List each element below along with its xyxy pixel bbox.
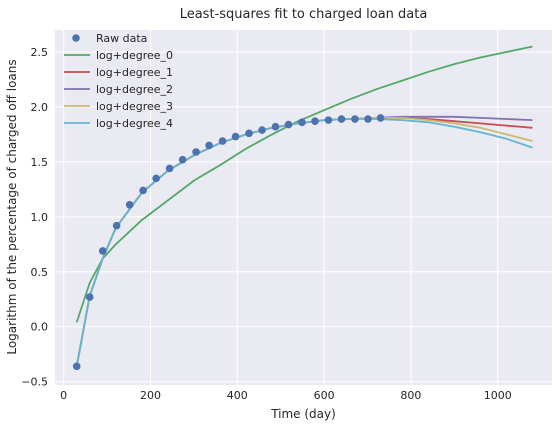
x-tick-label: 600 <box>314 389 335 402</box>
raw-data-point <box>324 116 333 124</box>
x-tick-label: 400 <box>227 389 248 402</box>
raw-data-point <box>258 126 266 134</box>
y-tick-label: 2.0 <box>31 101 49 114</box>
raw-data-point <box>112 221 121 230</box>
raw-data-point <box>72 362 81 371</box>
legend-label: log+degree_0 <box>96 49 173 62</box>
raw-data-point <box>376 114 385 122</box>
raw-data-points <box>72 114 385 371</box>
raw-data-point <box>245 129 253 138</box>
legend-label: log+degree_4 <box>96 117 173 130</box>
legend-label: Raw data <box>96 32 147 45</box>
x-axis-ticks: 0 200 400 600 800 1000 <box>60 389 512 402</box>
x-tick-label: 1000 <box>484 389 512 402</box>
raw-data-point <box>364 115 372 123</box>
legend-label: log+degree_2 <box>96 83 173 96</box>
legend-label: log+degree_3 <box>96 100 173 113</box>
y-tick-label: 2.5 <box>31 46 49 59</box>
series-line-log+degree_0 <box>75 45 533 323</box>
raw-data-point <box>165 164 174 173</box>
legend: Raw data log+degree_0 log+degree_1 log+degr… <box>64 32 173 130</box>
x-tick-label: 800 <box>400 389 421 402</box>
raw-data-point <box>205 141 213 150</box>
x-axis-label: Time (day) <box>270 407 336 421</box>
raw-data-point <box>231 132 240 141</box>
raw-data-point <box>337 115 346 123</box>
y-tick-label: −0.5 <box>21 376 48 389</box>
x-tick-label: 0 <box>60 389 67 402</box>
raw-data-point <box>178 155 187 164</box>
x-tick-label: 200 <box>140 389 161 402</box>
grid <box>55 30 552 385</box>
y-tick-label: 0.0 <box>31 321 49 334</box>
raw-data-point <box>85 293 94 301</box>
raw-data-point <box>125 200 134 209</box>
raw-data-point <box>311 117 319 126</box>
legend-label: log+degree_1 <box>96 66 173 79</box>
y-tick-label: 1.5 <box>31 156 49 169</box>
y-axis-label: Logarithm of the percentage of charged o… <box>5 59 19 354</box>
raw-data-point <box>271 122 280 131</box>
chart-title: Least-squares fit to charged loan data <box>180 7 428 22</box>
raw-data-point <box>192 148 200 156</box>
legend-marker <box>72 34 80 42</box>
raw-data-point <box>139 186 147 195</box>
raw-data-point <box>284 120 293 129</box>
y-tick-label: 0.5 <box>31 266 49 279</box>
raw-data-point <box>218 137 227 145</box>
y-axis-ticks: −0.5 0.0 0.5 1.0 1.5 2.0 2.5 <box>21 46 48 389</box>
raw-data-point <box>98 247 107 255</box>
raw-data-point <box>298 118 306 127</box>
y-tick-label: 1.0 <box>31 211 49 224</box>
raw-data-point <box>351 115 359 123</box>
raw-data-point <box>152 174 160 183</box>
plot-background <box>55 30 552 385</box>
